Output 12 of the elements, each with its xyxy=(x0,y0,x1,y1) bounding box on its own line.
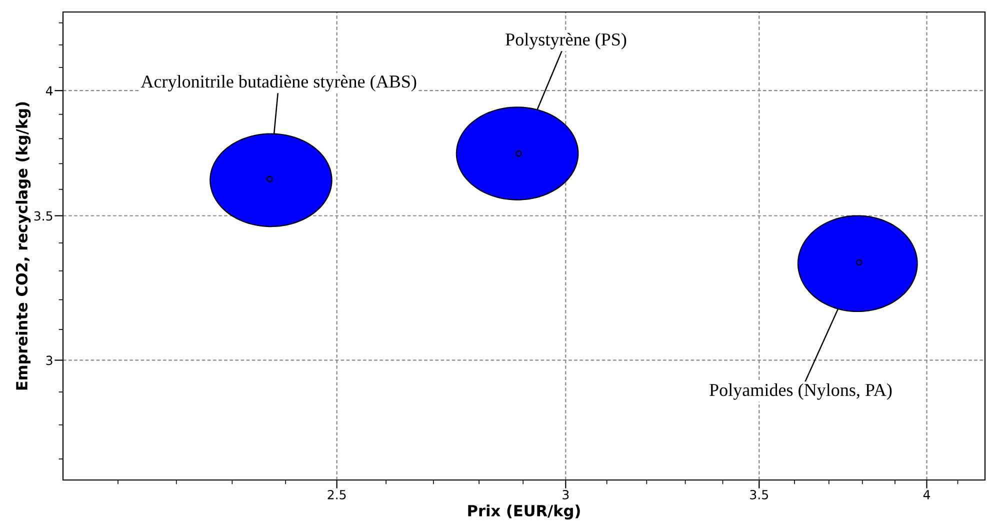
x-axis-title: Prix (EUR/kg) xyxy=(468,504,580,520)
x-tick-label: 3.5 xyxy=(750,490,768,500)
text: Acrylonitrile butadiène styrène (ABS) xyxy=(140,74,416,92)
y-tick-label: 3.5 xyxy=(34,211,52,221)
y-tick-label: 3 xyxy=(46,356,52,366)
text: Polyamides (Nylons, PA) xyxy=(710,383,892,400)
x-tick-label: 4 xyxy=(923,490,930,500)
text: Polystyrène (PS) xyxy=(506,32,626,50)
y-axis-title: Empreinte CO2, recyclage (kg/kg) xyxy=(16,102,31,390)
x-tick-label: 2.5 xyxy=(328,490,346,500)
x-tick-label: 3 xyxy=(562,490,569,500)
y-tick-label: 4 xyxy=(46,86,53,96)
